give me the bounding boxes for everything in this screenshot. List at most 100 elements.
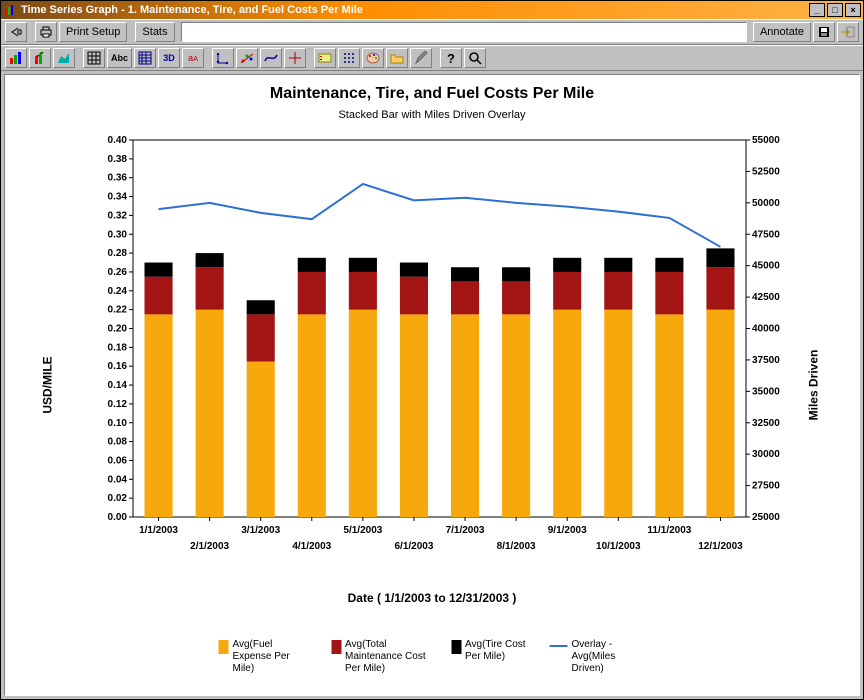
svg-text:0.04: 0.04 — [108, 474, 128, 485]
svg-text:47500: 47500 — [752, 229, 780, 240]
area-chart-icon[interactable] — [53, 48, 75, 68]
svg-text:0.40: 0.40 — [108, 135, 128, 146]
print-button[interactable] — [35, 22, 57, 42]
svg-text:3/1/2003: 3/1/2003 — [241, 525, 280, 536]
svg-text:37500: 37500 — [752, 355, 780, 366]
svg-text:0.22: 0.22 — [108, 305, 128, 316]
legend-icon[interactable] — [314, 48, 336, 68]
svg-text:12/1/2003: 12/1/2003 — [698, 541, 743, 552]
svg-text:0.06: 0.06 — [108, 455, 128, 466]
svg-text:55000: 55000 — [752, 135, 780, 146]
svg-text:32500: 32500 — [752, 418, 780, 429]
titlebar: Time Series Graph - 1. Maintenance, Tire… — [1, 1, 863, 19]
chart-subtitle: Stacked Bar with Miles Driven Overlay — [5, 109, 859, 121]
data-grid-icon[interactable] — [134, 48, 156, 68]
svg-text:2/1/2003: 2/1/2003 — [190, 541, 229, 552]
legend-swatch — [219, 640, 229, 654]
3d-text-icon[interactable]: 3D — [158, 48, 180, 68]
svg-text:4/1/2003: 4/1/2003 — [292, 541, 331, 552]
back-button[interactable] — [5, 22, 27, 42]
print-setup-button[interactable]: Print Setup — [59, 22, 127, 42]
svg-text:7/1/2003: 7/1/2003 — [446, 525, 485, 536]
grid-icon[interactable] — [83, 48, 105, 68]
minimize-button[interactable]: _ — [809, 3, 825, 17]
window-title: Time Series Graph - 1. Maintenance, Tire… — [21, 4, 363, 16]
legend-swatch — [451, 640, 461, 654]
annotate-button[interactable]: Annotate — [753, 22, 811, 42]
svg-text:27500: 27500 — [752, 481, 780, 492]
legend-label: Avg(Fuel Expense Per Mile) — [233, 639, 312, 675]
chart-area: Maintenance, Tire, and Fuel Costs Per Mi… — [4, 74, 860, 696]
svg-text:0.08: 0.08 — [108, 437, 128, 448]
scatter-icon[interactable] — [236, 48, 258, 68]
folder-icon[interactable] — [386, 48, 408, 68]
plot: 0.000.020.040.060.080.100.120.140.160.18… — [85, 135, 794, 565]
svg-text:0.18: 0.18 — [108, 342, 128, 353]
app-icon — [3, 3, 17, 17]
svg-text:0.24: 0.24 — [108, 286, 128, 297]
3d-bar-icon[interactable] — [29, 48, 51, 68]
crosshair-icon[interactable] — [284, 48, 306, 68]
svg-text:0.30: 0.30 — [108, 229, 128, 240]
close-button[interactable]: × — [845, 3, 861, 17]
chart-title: Maintenance, Tire, and Fuel Costs Per Mi… — [5, 85, 859, 103]
exit-button[interactable] — [837, 22, 859, 42]
bar-chart-icon[interactable] — [5, 48, 27, 68]
svg-text:6/1/2003: 6/1/2003 — [394, 541, 433, 552]
svg-text:0.28: 0.28 — [108, 248, 128, 259]
legend-item: Avg(Total Maintenance Cost Per Mile) — [331, 639, 431, 675]
svg-text:9/1/2003: 9/1/2003 — [548, 525, 587, 536]
svg-text:8/1/2003: 8/1/2003 — [497, 541, 536, 552]
y-axis-right-label: Miles Driven — [807, 350, 821, 421]
legend-item: Avg(Tire Cost Per Mile) — [451, 639, 530, 675]
svg-text:0.20: 0.20 — [108, 324, 128, 335]
svg-text:10/1/2003: 10/1/2003 — [596, 541, 641, 552]
legend-label: Avg(Total Maintenance Cost Per Mile) — [345, 639, 431, 675]
svg-text:0.16: 0.16 — [108, 361, 128, 372]
palette-icon[interactable] — [362, 48, 384, 68]
svg-text:40000: 40000 — [752, 324, 780, 335]
svg-text:5/1/2003: 5/1/2003 — [343, 525, 382, 536]
svg-text:11/1/2003: 11/1/2003 — [647, 525, 691, 536]
toolbar-chart: Abc 3D aA ? — [1, 45, 863, 71]
svg-text:0.34: 0.34 — [108, 192, 128, 203]
app-window: Time Series Graph - 1. Maintenance, Tire… — [0, 0, 864, 700]
legend-line — [550, 645, 568, 647]
save-button[interactable] — [813, 22, 835, 42]
svg-text:0.38: 0.38 — [108, 154, 128, 165]
legend-swatch — [331, 640, 341, 654]
help-icon[interactable]: ? — [440, 48, 462, 68]
svg-text:45000: 45000 — [752, 261, 780, 272]
command-input[interactable] — [181, 22, 747, 42]
pencil-icon[interactable] — [410, 48, 432, 68]
grid-dots-icon[interactable] — [338, 48, 360, 68]
legend-label: Avg(Tire Cost Per Mile) — [465, 639, 530, 663]
svg-text:0.14: 0.14 — [108, 380, 128, 391]
legend-label: Overlay - Avg(Miles Driven) — [572, 639, 646, 675]
svg-text:50000: 50000 — [752, 198, 780, 209]
stats-button[interactable]: Stats — [135, 22, 174, 42]
legend-item: Overlay - Avg(Miles Driven) — [550, 639, 646, 675]
font-size-icon[interactable]: aA — [182, 48, 204, 68]
svg-text:35000: 35000 — [752, 386, 780, 397]
svg-text:1/1/2003: 1/1/2003 — [139, 525, 178, 536]
zoom-icon[interactable] — [464, 48, 486, 68]
svg-text:0.26: 0.26 — [108, 267, 128, 278]
svg-text:30000: 30000 — [752, 449, 780, 460]
line-style-icon[interactable] — [260, 48, 282, 68]
svg-text:0.02: 0.02 — [108, 493, 128, 504]
legend: Avg(Fuel Expense Per Mile) Avg(Total Main… — [219, 639, 646, 675]
x-axis-label: Date ( 1/1/2003 to 12/31/2003 ) — [5, 591, 859, 605]
svg-text:0.10: 0.10 — [108, 418, 128, 429]
svg-text:0.36: 0.36 — [108, 173, 128, 184]
svg-text:0.12: 0.12 — [108, 399, 128, 410]
toolbar-main: Print Setup Stats Annotate — [1, 19, 863, 45]
y-axis-left-label: USD/MILE — [41, 356, 55, 413]
svg-text:25000: 25000 — [752, 512, 780, 523]
maximize-button[interactable]: □ — [827, 3, 843, 17]
svg-text:42500: 42500 — [752, 292, 780, 303]
window-controls: _ □ × — [807, 3, 861, 17]
axes-icon[interactable] — [212, 48, 234, 68]
text-label-icon[interactable]: Abc — [107, 48, 132, 68]
svg-text:52500: 52500 — [752, 166, 780, 177]
